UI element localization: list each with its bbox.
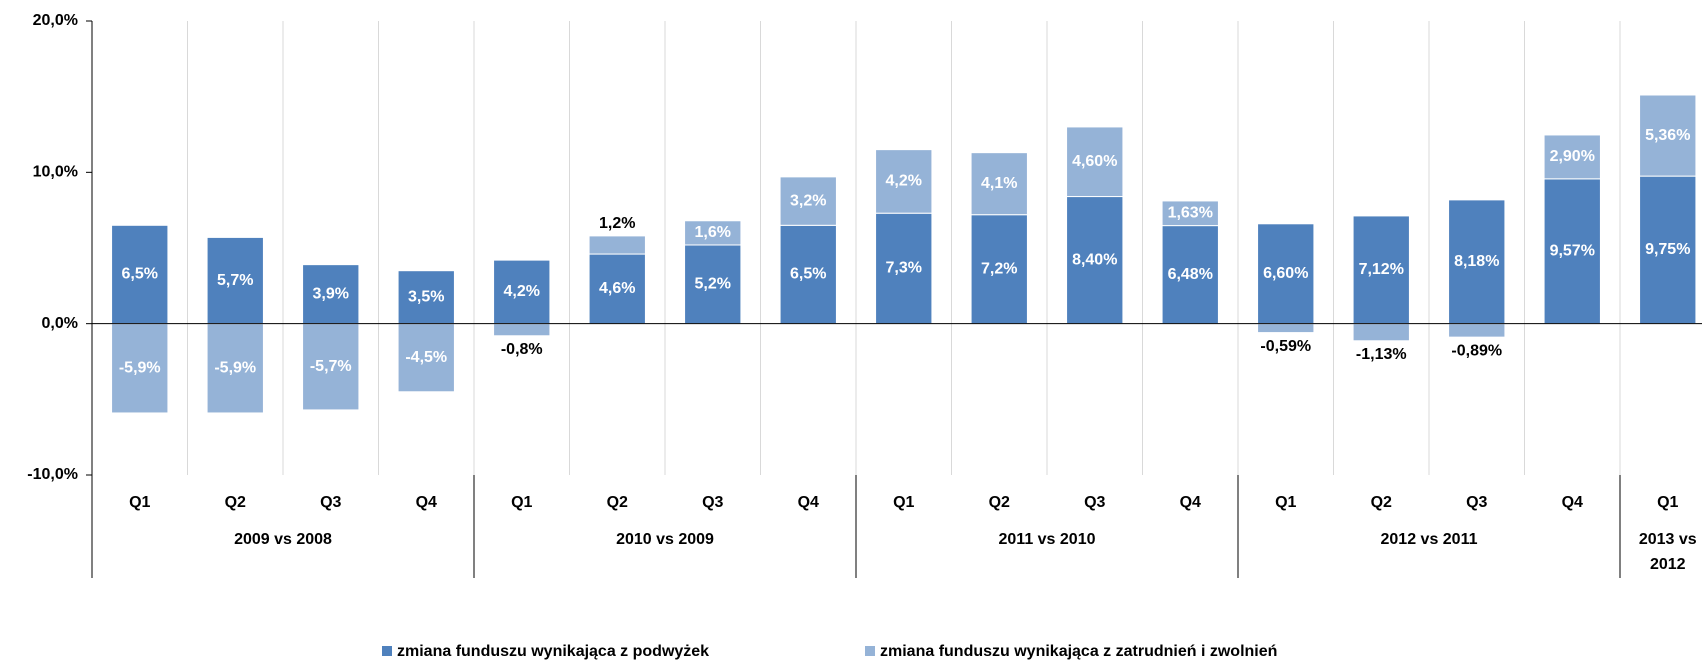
value-label: 7,2%	[981, 260, 1017, 277]
bar	[397, 323, 455, 393]
legend-label: zmiana funduszu wynikająca z zatrudnień …	[880, 643, 1277, 660]
x-tick-label: Q1	[893, 494, 914, 511]
group-label: 2013 vs 2012	[1639, 531, 1697, 573]
x-tick-label: Q4	[1562, 494, 1583, 511]
value-label: 7,12%	[1359, 261, 1404, 278]
value-label: -0,8%	[501, 341, 543, 358]
x-tick-label: Q1	[129, 494, 150, 511]
value-label: 6,5%	[790, 266, 826, 283]
bar	[302, 264, 360, 325]
value-label: 8,18%	[1454, 253, 1499, 270]
x-tick-label: Q2	[607, 494, 628, 511]
bar	[493, 259, 551, 325]
bar	[875, 149, 933, 214]
x-tick-label: Q1	[1275, 494, 1296, 511]
bar	[493, 323, 551, 337]
legend-swatch	[382, 646, 392, 656]
group-label: 2011 vs 2010	[999, 531, 1096, 548]
bar	[970, 152, 1028, 216]
legend-label: zmiana funduszu wynikająca z podwyżek	[397, 643, 709, 660]
value-label: -4,5%	[405, 349, 447, 366]
x-tick-label: Q3	[1084, 494, 1105, 511]
y-tick-label: 10,0%	[33, 164, 78, 181]
value-label: 8,40%	[1072, 251, 1117, 268]
value-label: 3,5%	[408, 288, 444, 305]
x-tick-label: Q3	[702, 494, 723, 511]
value-label: -5,9%	[214, 360, 256, 377]
bar	[111, 224, 169, 325]
value-label: 5,7%	[217, 272, 253, 289]
value-label: 3,9%	[313, 285, 349, 302]
value-label: 5,2%	[695, 276, 731, 293]
value-label: 4,1%	[981, 175, 1017, 192]
group-label-line: 2012	[1650, 556, 1686, 573]
value-label: -0,59%	[1260, 338, 1311, 355]
x-tick-label: Q4	[798, 494, 819, 511]
bar	[684, 220, 742, 246]
bar	[397, 270, 455, 325]
bar	[588, 235, 646, 255]
value-label: 4,2%	[504, 283, 540, 300]
group-label-line: 2013 vs	[1639, 531, 1697, 548]
bar	[1066, 126, 1124, 198]
bar	[1257, 323, 1315, 334]
x-tick-label: Q4	[416, 494, 437, 511]
bar	[1448, 323, 1506, 338]
x-tick-label: Q3	[1466, 494, 1487, 511]
y-tick-label: -10,0%	[27, 466, 78, 483]
value-label: 2,90%	[1550, 148, 1595, 165]
bar	[1161, 200, 1219, 227]
x-tick-label: Q1	[1657, 494, 1678, 511]
value-label: 1,63%	[1168, 204, 1213, 221]
value-label: 3,2%	[790, 192, 826, 209]
bar	[1257, 223, 1315, 325]
bar	[875, 212, 933, 325]
value-label: 1,6%	[695, 224, 731, 241]
group-label: 2009 vs 2008	[234, 531, 332, 548]
x-tick-label: Q2	[989, 494, 1010, 511]
y-tick-label: 20,0%	[33, 12, 78, 29]
value-label: 1,2%	[599, 215, 635, 232]
group-label: 2010 vs 2009	[616, 531, 714, 548]
value-label: 5,36%	[1645, 127, 1690, 144]
value-label: -0,89%	[1451, 342, 1502, 359]
value-label: 6,5%	[122, 266, 158, 283]
value-label: -5,7%	[310, 358, 352, 375]
value-label: 9,75%	[1645, 241, 1690, 258]
x-tick-label: Q2	[225, 494, 246, 511]
legend-swatch	[865, 646, 875, 656]
value-label: 6,48%	[1168, 266, 1213, 283]
value-label: 4,2%	[886, 173, 922, 190]
value-label: 6,60%	[1263, 265, 1308, 282]
y-tick-label: 0,0%	[42, 315, 78, 332]
bar	[302, 323, 360, 411]
bar	[1352, 215, 1410, 325]
value-label: 4,60%	[1072, 153, 1117, 170]
bar	[111, 323, 169, 414]
value-label: -5,9%	[119, 360, 161, 377]
bar	[970, 214, 1028, 325]
value-label: 9,57%	[1550, 242, 1595, 259]
value-label: 4,6%	[599, 280, 635, 297]
group-label: 2012 vs 2011	[1381, 531, 1478, 548]
x-tick-label: Q4	[1180, 494, 1201, 511]
value-label: 7,3%	[886, 260, 922, 277]
bar	[1543, 178, 1601, 325]
value-label: -1,13%	[1356, 346, 1407, 363]
x-tick-label: Q1	[511, 494, 532, 511]
bar	[1639, 94, 1697, 177]
x-tick-label: Q2	[1371, 494, 1392, 511]
bar	[1543, 134, 1601, 180]
bar	[1352, 323, 1410, 342]
bar	[779, 176, 837, 226]
x-tick-label: Q3	[320, 494, 341, 511]
bar	[206, 236, 264, 325]
